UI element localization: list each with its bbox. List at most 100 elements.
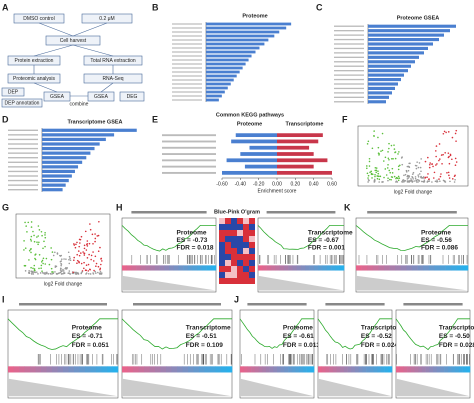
bar	[206, 34, 275, 38]
point	[38, 253, 41, 256]
point	[93, 269, 95, 272]
bar	[42, 178, 69, 183]
point	[428, 166, 431, 169]
point	[392, 157, 394, 160]
point	[68, 255, 71, 258]
point	[374, 175, 376, 178]
es-curve	[7, 318, 118, 350]
bar	[206, 30, 280, 34]
point	[59, 260, 62, 263]
bar	[368, 78, 401, 82]
title-placeholder	[247, 303, 307, 306]
point	[44, 263, 47, 265]
point	[376, 175, 379, 177]
gsea-es: ES = -0.50	[439, 333, 470, 340]
rank-bar	[131, 265, 137, 271]
rank-bar	[332, 366, 337, 373]
point	[414, 176, 417, 178]
point	[401, 163, 404, 166]
rank-bar	[440, 265, 446, 271]
rank-metric	[122, 378, 232, 397]
point	[33, 234, 35, 237]
point	[74, 246, 77, 249]
point	[371, 147, 374, 150]
point	[28, 272, 31, 275]
x-tick-label: -0.20	[253, 181, 265, 187]
heatmap-cell	[237, 260, 243, 266]
rank-bar	[144, 366, 150, 373]
bar	[231, 139, 277, 144]
rank-bar	[112, 366, 119, 373]
point	[388, 147, 390, 150]
point	[47, 273, 50, 275]
point	[28, 249, 31, 252]
point	[382, 160, 385, 162]
label-placeholder	[8, 166, 38, 168]
heatmap-cell	[243, 254, 249, 260]
point	[414, 180, 416, 182]
workflow-node: GSEA	[94, 94, 109, 100]
rank-bar	[133, 366, 139, 373]
rank-bar	[193, 366, 200, 373]
point	[391, 172, 394, 174]
point	[412, 171, 415, 174]
label-placeholder	[162, 159, 216, 162]
heatmap-cell	[231, 242, 237, 248]
point	[24, 221, 26, 224]
arrow	[100, 82, 114, 93]
gsea-fdr: FDR = 0.024	[361, 342, 398, 349]
rank-bar	[318, 366, 322, 373]
label-placeholder	[172, 35, 202, 37]
rank-bar	[367, 265, 374, 271]
point	[46, 271, 48, 274]
gsea-label: Proteome	[177, 230, 207, 237]
heatmap-cell	[219, 272, 225, 278]
label-placeholder	[334, 101, 364, 103]
point	[68, 272, 70, 274]
point	[379, 175, 382, 178]
es-curve	[395, 318, 470, 351]
rank-bar	[361, 265, 368, 271]
point	[89, 268, 91, 271]
point	[401, 179, 404, 182]
point	[447, 171, 450, 174]
rank-bar	[384, 265, 390, 271]
point	[97, 271, 99, 274]
gsea-es: ES = -0.71	[72, 333, 103, 340]
point	[414, 177, 417, 180]
point	[394, 151, 397, 153]
heatmap-cell	[219, 242, 225, 248]
rank-bar	[444, 366, 449, 373]
rank-bar	[288, 366, 293, 373]
point	[72, 271, 75, 274]
rank-bar	[347, 366, 352, 373]
heatmap-cell	[219, 278, 225, 284]
heatmap-cell	[237, 266, 243, 272]
point	[431, 163, 433, 166]
rank-bar	[275, 265, 280, 271]
point	[368, 160, 371, 163]
point	[388, 169, 391, 172]
rank-bar	[279, 265, 285, 271]
point	[393, 175, 396, 178]
point	[43, 273, 46, 275]
label-placeholder	[172, 99, 202, 101]
point	[397, 153, 399, 155]
point	[42, 272, 45, 274]
point	[75, 273, 77, 275]
title-placeholder	[131, 211, 207, 214]
point	[423, 179, 426, 182]
point	[41, 270, 43, 272]
rank-bar	[305, 265, 310, 271]
heatmap-cell	[237, 236, 243, 242]
point	[422, 180, 425, 183]
point	[31, 270, 33, 273]
gsea-es: ES = -0.73	[177, 237, 208, 244]
rank-bar	[24, 366, 31, 373]
rank-bar	[369, 366, 374, 373]
point	[374, 169, 377, 172]
x-tick-label: -0.40	[235, 181, 247, 187]
bar	[368, 51, 424, 55]
label-placeholder	[8, 152, 38, 154]
point	[404, 179, 407, 182]
